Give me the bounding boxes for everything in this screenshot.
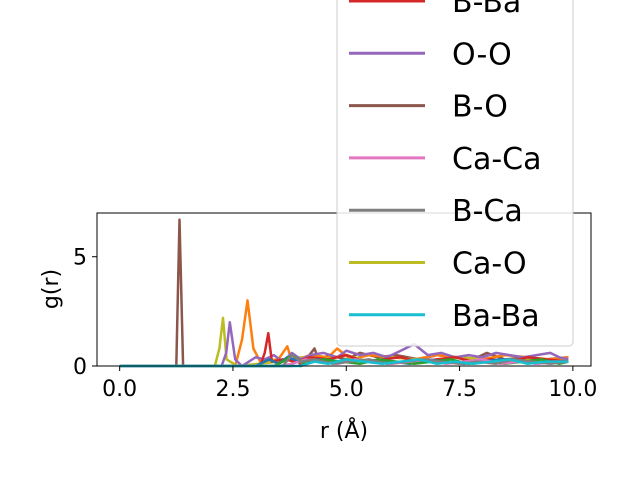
series-layer [119, 218, 569, 368]
x-tick-label: 10.0 [548, 377, 597, 402]
legend-label-o-o: O-O [452, 37, 512, 72]
x-tick-label: 2.5 [215, 377, 250, 402]
legend-label-ca-ca: Ca-Ca [452, 142, 542, 177]
legend-label-b-o: B-O [452, 90, 508, 125]
y-tick-label: 5 [73, 246, 87, 271]
x-tick-label: 5.0 [329, 377, 364, 402]
x-axis-label: r (Å) [320, 417, 368, 444]
series-line-ba-ba [119, 358, 569, 368]
y-tick-label: 0 [73, 355, 87, 380]
y-axis-label: g(r) [39, 269, 64, 309]
x-axis: 0.0 2.5 5.0 7.5 10.0 [102, 366, 597, 402]
x-tick-label: 7.5 [442, 377, 477, 402]
x-tick-label: 0.0 [102, 377, 137, 402]
y-axis: 05 [73, 246, 97, 380]
legend-label-ca-o: Ca-O [452, 247, 527, 282]
legend-box [336, 0, 574, 347]
legend: B-Ba O-O B-O Ca-Ca B-Ca Ca-O Ba-Ba [336, 0, 574, 347]
legend-label-ba-ba: Ba-Ba [452, 299, 540, 334]
series-line-ba-o [119, 299, 569, 368]
legend-label-b-ca: B-Ca [452, 194, 523, 229]
legend-label-b-ba: B-Ba [452, 0, 521, 20]
series-line-o-o [119, 321, 569, 368]
